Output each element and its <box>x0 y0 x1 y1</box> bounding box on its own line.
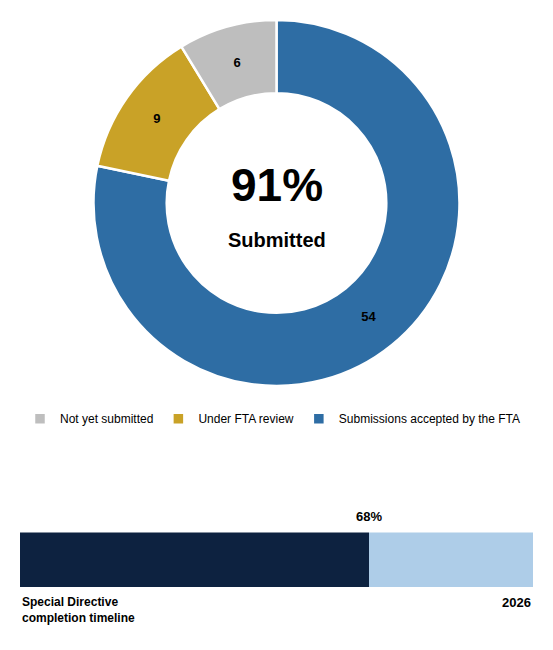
svg-text:2026: 2026 <box>502 595 531 610</box>
svg-text:54: 54 <box>361 309 376 324</box>
svg-text:Not yet submitted: Not yet submitted <box>60 412 153 426</box>
svg-text:Submissions accepted by the FT: Submissions accepted by the FTA <box>339 412 520 426</box>
svg-text:Special Directivecompletion ti: Special Directivecompletion timeline <box>22 595 135 625</box>
svg-text:91%: 91% <box>231 159 323 211</box>
svg-text:Under FTA review: Under FTA review <box>198 412 293 426</box>
svg-text:9: 9 <box>153 111 160 126</box>
svg-text:68%: 68% <box>356 509 382 524</box>
svg-text:Submitted: Submitted <box>228 229 326 251</box>
svg-text:6: 6 <box>233 55 240 70</box>
